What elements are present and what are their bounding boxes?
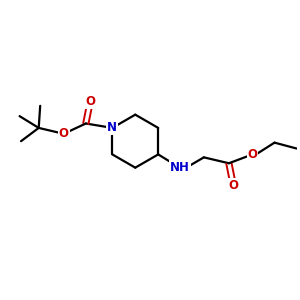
Text: NH: NH (170, 161, 190, 174)
Text: N: N (107, 122, 117, 134)
Text: O: O (85, 95, 95, 108)
Text: O: O (228, 179, 238, 192)
Text: O: O (248, 148, 257, 161)
Text: O: O (59, 127, 69, 140)
